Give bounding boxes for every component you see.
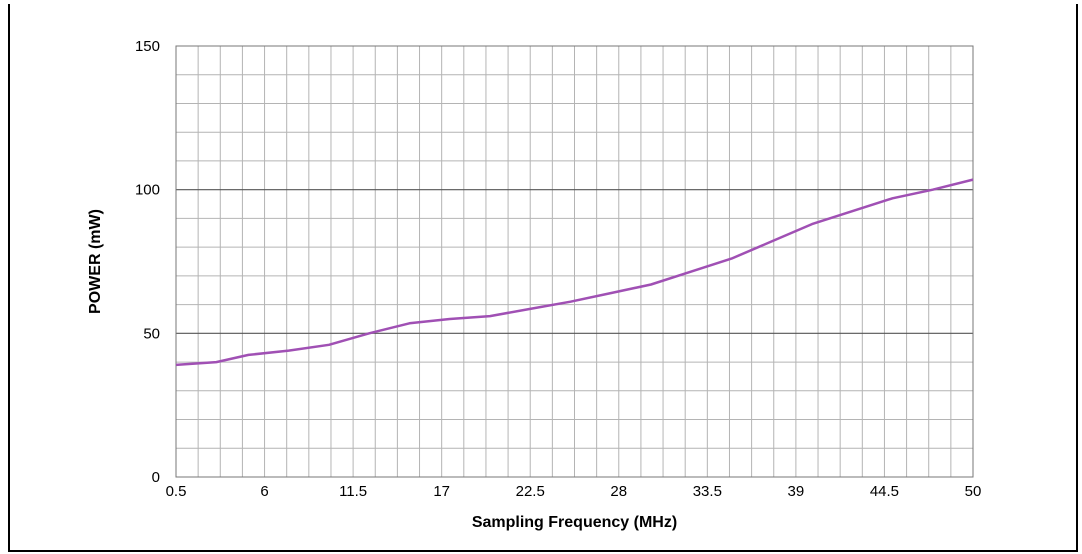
x-tick-label: 50 (965, 483, 982, 500)
y-tick-label: 100 (135, 182, 160, 199)
x-tick-labels: 0.5 6 11.5 17 22.5 28 33.5 39 44.5 50 (166, 483, 982, 500)
series-layer (175, 178, 974, 367)
y-tick-label: 50 (143, 325, 160, 342)
y-tick-label: 0 (152, 469, 160, 486)
y-tick-label: 150 (135, 38, 160, 55)
y-axis-label: POWER (mW) (87, 209, 104, 314)
series-line (175, 178, 974, 367)
plot-area-border (175, 45, 974, 478)
chart-frame (8, 4, 1078, 552)
x-tick-label: 33.5 (693, 483, 722, 500)
x-tick-label: 22.5 (516, 483, 545, 500)
x-axis-label: Sampling Frequency (MHz) (472, 514, 677, 531)
y-tick-labels: 0 50 100 150 (135, 38, 160, 486)
x-tick-label: 0.5 (166, 483, 187, 500)
major-gridlines (176, 189, 973, 334)
x-tick-label: 11.5 (339, 483, 367, 500)
x-tick-label: 44.5 (870, 483, 899, 500)
x-tick-label: 6 (260, 483, 268, 500)
minor-gridlines (176, 46, 973, 477)
x-tick-label: 17 (433, 483, 450, 500)
x-tick-label: 28 (610, 483, 627, 500)
x-tick-label: 39 (788, 483, 805, 500)
